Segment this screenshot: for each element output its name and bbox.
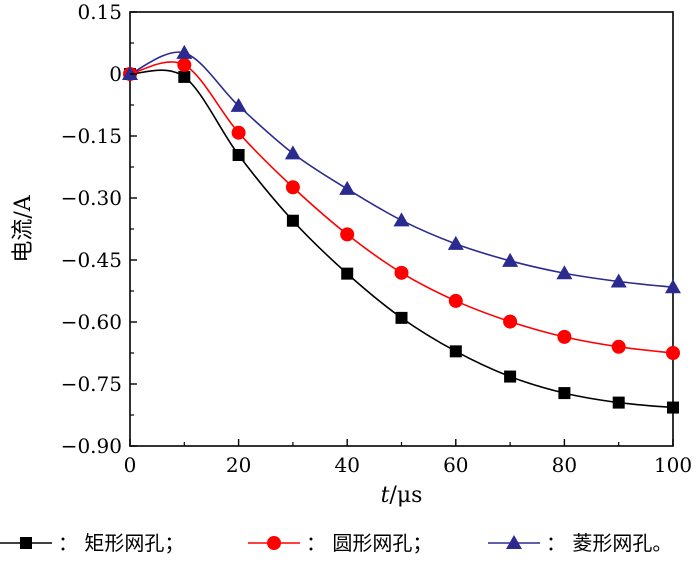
legend-marker (20, 537, 32, 549)
data-point-rect-mesh (395, 311, 408, 324)
data-point-diamond-mesh (502, 252, 519, 267)
series-line-rect-mesh (129, 69, 674, 409)
y-axis-ticks: 0.15 0 −0.15 −0.30 −0.45 −0.60 −0.75 −0.90 (61, 0, 137, 458)
y-tick-label: −0.90 (61, 434, 122, 458)
data-point-rect-mesh (178, 70, 191, 83)
y-tick-label: 0.15 (77, 0, 122, 24)
data-point-diamond-mesh (447, 235, 464, 250)
legend-label: ： 圆形网孔； (306, 531, 432, 555)
x-axis-ticks: 0 20 40 60 80 100 (124, 439, 692, 477)
legend-item-diamond-mesh: ： 菱形网孔。 (488, 531, 672, 555)
data-point-diamond-mesh (665, 279, 681, 294)
data-point-rect-mesh (449, 345, 462, 358)
x-axis-title-unit: /μs (389, 483, 422, 508)
y-tick-label: −0.15 (61, 124, 122, 148)
data-point-diamond-mesh (556, 265, 573, 280)
y-tick-label: −0.30 (61, 186, 122, 210)
series-markers (122, 44, 681, 414)
y-axis-title: 电流/A (11, 194, 36, 262)
data-point-diamond-mesh (176, 44, 193, 59)
x-tick-label: 20 (226, 453, 251, 477)
x-axis-title: t/μs (381, 483, 423, 508)
data-point-circle-mesh (666, 346, 680, 360)
data-point-circle-mesh (340, 227, 355, 242)
data-point-diamond-mesh (393, 212, 410, 227)
data-point-rect-mesh (232, 149, 245, 162)
series-lines (129, 51, 674, 409)
legend: ： 矩形网孔； ： 圆形网孔； ： 菱形网孔。 (0, 531, 672, 555)
data-point-diamond-mesh (230, 97, 247, 112)
data-point-circle-mesh (448, 293, 463, 308)
data-point-circle-mesh (285, 180, 300, 195)
x-axis-title-variable: t (381, 483, 390, 508)
x-tick-label: 100 (654, 453, 692, 477)
data-point-diamond-mesh (122, 66, 138, 80)
data-point-diamond-mesh (610, 273, 627, 288)
data-point-circle-mesh (177, 57, 192, 72)
plot-frame (129, 11, 674, 447)
y-tick-label: −0.45 (61, 248, 122, 272)
data-point-rect-mesh (286, 214, 299, 227)
x-tick-label: 40 (334, 453, 359, 477)
legend-item-circle-mesh: ： 圆形网孔； (248, 531, 432, 555)
data-point-circle-mesh (231, 125, 246, 140)
plot-border (129, 11, 674, 447)
data-point-rect-mesh (341, 267, 354, 280)
x-tick-label: 0 (124, 453, 137, 477)
legend-label: ： 菱形网孔。 (546, 531, 672, 555)
x-tick-label: 80 (552, 453, 577, 477)
data-point-circle-mesh (394, 265, 409, 280)
data-point-rect-mesh (612, 396, 625, 409)
data-point-rect-mesh (504, 370, 517, 383)
data-point-circle-mesh (557, 329, 572, 344)
y-tick-label: −0.60 (61, 310, 122, 334)
series-line-circle-mesh (129, 61, 674, 354)
legend-marker (267, 536, 281, 550)
data-point-rect-mesh (558, 387, 571, 400)
data-point-diamond-mesh (284, 145, 301, 160)
data-point-diamond-mesh (339, 180, 356, 195)
legend-label: ： 矩形网孔； (58, 531, 184, 555)
y-tick-label: −0.75 (61, 372, 122, 396)
y-tick-label: 0 (109, 62, 122, 86)
legend-marker (506, 535, 522, 549)
legend-item-rect-mesh: ： 矩形网孔； (0, 531, 184, 555)
data-point-rect-mesh (667, 401, 679, 414)
data-point-circle-mesh (503, 314, 518, 329)
data-point-circle-mesh (611, 339, 626, 354)
x-tick-label: 60 (443, 453, 468, 477)
series-line-diamond-mesh (129, 51, 674, 289)
